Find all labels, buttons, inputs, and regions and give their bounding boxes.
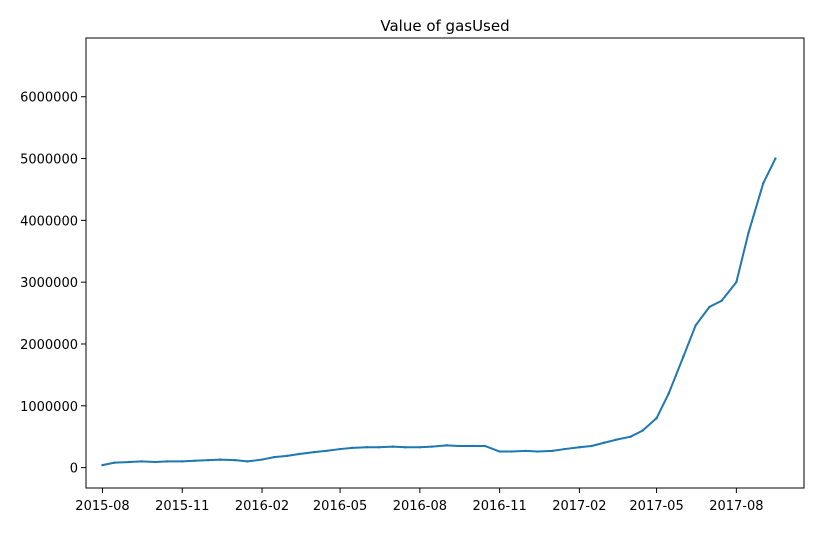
data-point [154,460,157,464]
data-point [181,460,184,463]
data-point [774,157,777,160]
data-point [246,460,249,463]
data-point [578,446,581,449]
x-tick-label: 2016-02 [235,499,289,514]
data-point [471,444,474,448]
data-point [747,231,750,234]
data-point [445,444,448,447]
data-point [140,460,143,463]
y-tick-label: 6000000 [20,91,78,106]
data-point [510,450,513,453]
x-tick-label: 2017-05 [629,499,683,514]
data-point [483,444,487,448]
data-point [351,446,354,450]
x-tick-label: 2016-11 [472,499,526,514]
x-tick-label: 2015-08 [75,499,129,514]
y-tick-label: 4000000 [20,214,78,229]
data-point [536,450,539,453]
y-axis: 0 1000000 2000000 3000000 4000000 5000000 6000… [20,91,86,477]
plot-frame [85,37,805,489]
plot-lines [101,157,777,467]
data-point [602,441,605,445]
data-point [563,447,566,451]
data-point [524,449,527,453]
data-point [762,182,765,185]
data-point [457,444,461,448]
x-axis: 2015-08 2015-11 2016-02 2016-05 2016-08 2016-… [75,488,764,514]
data-point [101,463,104,467]
x-tick-label: 2017-08 [709,499,763,514]
data-point [391,445,395,448]
data-point [233,458,237,462]
data-point [735,280,738,284]
y-tick-label: 0 [70,462,78,477]
data-point [614,438,618,441]
x-tick-label: 2016-05 [313,499,367,514]
data-point [418,446,422,449]
data-point [629,435,632,438]
data-point [667,392,670,395]
data-point [720,299,723,302]
y-tick-label: 3000000 [20,276,78,291]
y-tick-label: 2000000 [20,338,78,353]
data-point [260,458,264,461]
y-tick-label: 5000000 [20,153,78,168]
data-point [377,446,381,449]
x-tick-label: 2016-08 [393,499,447,514]
data-point [338,447,342,451]
data-point [403,446,407,449]
data-point [128,460,131,464]
data-point [365,446,369,449]
data-point [113,461,116,464]
data-point [207,458,210,462]
data-point [272,455,276,459]
data-point [682,355,685,358]
data-point [312,450,316,454]
data-point [285,454,289,458]
data-point [193,459,196,462]
y-tick-label: 1000000 [20,400,78,415]
data-point [298,452,301,456]
data-point [219,458,222,461]
x-tick-label: 2015-11 [155,499,209,514]
chart-title: Value of gasUsed [380,17,509,35]
data-point [694,324,697,327]
data-point [325,449,328,453]
data-point [498,450,501,453]
data-point [655,416,658,420]
data-point [166,460,169,463]
data-point [708,305,711,309]
data-point [551,449,554,453]
x-tick-label: 2017-02 [552,499,606,514]
data-point [590,444,593,448]
series-line [102,158,777,467]
data-point [641,429,644,432]
data-point [430,445,434,448]
